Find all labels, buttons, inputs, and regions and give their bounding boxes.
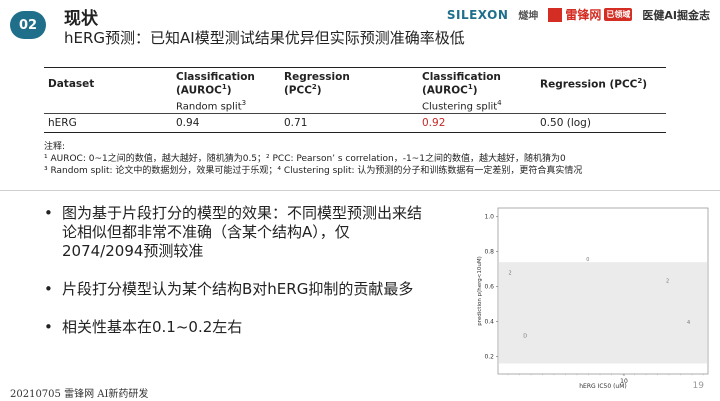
notes-line-1: ¹ AUROC: 0~1之间的数值，越大越好，随机猜为0.5；² PCC: Pe… (44, 154, 566, 164)
notes-title: 注释: (44, 142, 66, 152)
leifeng-icon (548, 7, 563, 22)
col-cls-cluster-header: Classification (AUROC1) (422, 71, 501, 97)
table-notes: 注释: ¹ AUROC: 0~1之间的数值，越大越好，随机猜为0.5；² PCC… (44, 141, 582, 177)
cell-reg-cluster: 0.50 (log) (536, 113, 666, 133)
cell-cls-cluster: 0.92 (418, 113, 536, 133)
results-table: Dataset Classification (AUROC1) Regressio… (44, 67, 666, 133)
bullet-item: 相关性基本在0.1~0.2左右 (44, 318, 424, 337)
col-cls-random-header: Classification (AUROC1) (176, 71, 255, 97)
section-divider (0, 190, 720, 191)
table-header-row: Dataset Classification (AUROC1) Regressio… (44, 67, 666, 99)
silexon-logo-text: SILEXON (446, 7, 509, 22)
y-axis-label: prediction p(herg<10uM) (477, 256, 483, 326)
silexon-logo: SILEXON (447, 8, 509, 22)
data-point-label: 4 (687, 320, 690, 326)
clustering-split-label: Clustering split4 (418, 98, 666, 114)
cell-reg-random: 0.71 (280, 113, 418, 133)
notes-line-2: ³ Random split: 论文中的数据划分，效果可能过于乐观；⁴ Clus… (44, 166, 583, 176)
col-reg-cluster-header: Regression (PCC2) (540, 77, 648, 91)
col-reg-random-header: Regression (PCC2) (284, 71, 350, 97)
bullet-list: 图为基于片段打分的模型的效果：不同模型预测出来结论相似但都非常不准确（含某个结构… (44, 204, 424, 356)
data-point-label: 2 (666, 279, 669, 285)
bullet-item: 图为基于片段打分的模型的效果：不同模型预测出来结论相似但都非常不准确（含某个结构… (44, 204, 424, 261)
leifeng-tag: 已领域 (604, 8, 633, 21)
yijian-logo: 医健AI掘金志 (642, 8, 710, 22)
logo-bar: SILEXON 燧坤 雷锋网 已领域 医健AI掘金志 (447, 6, 710, 23)
plot-frame (497, 207, 709, 375)
data-point-label: D (523, 333, 527, 339)
section-title: 现状 (64, 9, 98, 29)
prediction-band (499, 262, 707, 364)
footer-credit: 20210705 雷锋网 AI新药研发 (10, 389, 149, 400)
x-axis-label: hERG IC50 (uM) (579, 383, 626, 390)
silexon-cn-logo: 燧坤 (518, 11, 539, 22)
data-point-label: 0 (586, 257, 589, 263)
col-dataset-header: Dataset (48, 77, 95, 90)
page-number: 19 (692, 381, 704, 391)
random-split-label: Random split3 (172, 98, 418, 114)
y-tick-label: 1.0 (484, 214, 494, 221)
y-tick-label: 0.8 (484, 249, 494, 256)
y-tick-label: 0.6 (484, 284, 494, 291)
cell-cls-random: 0.94 (172, 113, 280, 133)
leifeng-logo: 雷锋网 已领域 (548, 6, 633, 23)
table-row: hERG 0.94 0.71 0.92 0.50 (log) (44, 113, 666, 133)
x-tick-label: 10 (620, 378, 628, 385)
leifeng-logo-text: 雷锋网 (565, 8, 602, 22)
bullet-item: 片段打分模型认为某个结构B对hERG抑制的贡献最多 (44, 280, 424, 299)
y-tick-label: 0.4 (484, 319, 494, 326)
section-badge: 02 (10, 11, 46, 39)
y-tick-label: 0.2 (484, 354, 494, 361)
slide-subtitle: hERG预测：已知AI模型测试结果优异但实际预测准确率极低 (64, 29, 465, 47)
split-row: Random split3 Clustering split4 (44, 98, 666, 114)
data-point-label: 2 (509, 270, 512, 276)
cell-dataset: hERG (44, 113, 172, 133)
